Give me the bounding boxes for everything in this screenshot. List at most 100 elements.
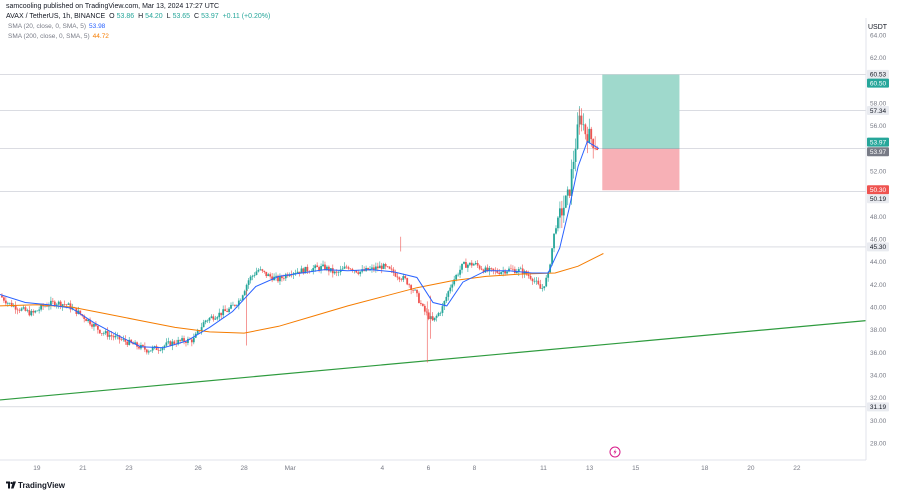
candle-body <box>183 338 185 342</box>
candle-body <box>461 263 463 270</box>
candle-body <box>208 317 211 321</box>
price-tick-label: 64.00 <box>870 33 887 40</box>
candle-body <box>541 288 544 289</box>
candle-body <box>226 311 228 312</box>
candle-body <box>277 275 279 282</box>
candle <box>459 265 461 278</box>
candle-body <box>187 338 189 343</box>
candle <box>451 281 454 292</box>
candle <box>519 266 522 270</box>
candle-body <box>441 306 444 313</box>
candle <box>562 195 565 223</box>
price-tag-bg <box>867 147 889 157</box>
candle <box>492 268 495 275</box>
candle <box>20 307 23 312</box>
candle <box>476 260 479 268</box>
candle <box>96 325 99 334</box>
candle-body <box>63 304 66 305</box>
candle-body <box>568 189 571 196</box>
candle-body <box>265 271 268 277</box>
candle-body <box>443 301 446 307</box>
candle-body <box>118 335 121 340</box>
ohlc-change: +0.11 (+0.20%) <box>222 13 271 20</box>
candle-body <box>96 325 99 330</box>
candle <box>341 266 344 270</box>
candle <box>559 201 561 229</box>
time-tick-label: 22 <box>793 465 801 472</box>
price-tag-label: 60.50 <box>870 80 887 87</box>
candle <box>510 264 512 270</box>
candle-body <box>508 268 510 272</box>
tradingview-logo[interactable]: TradingView <box>6 481 65 490</box>
candle-body <box>16 309 19 311</box>
candle-body <box>547 272 550 278</box>
candles <box>1 106 599 363</box>
candle <box>553 233 555 253</box>
candle-body <box>251 275 254 277</box>
candle <box>588 118 591 144</box>
time-tick-label: 13 <box>586 465 594 472</box>
price-tag-label: 53.97 <box>870 149 887 156</box>
candle <box>500 271 503 276</box>
candle-body <box>433 317 436 321</box>
candle <box>400 278 403 282</box>
candle-body <box>384 264 387 267</box>
candle-body <box>306 266 309 272</box>
symbol-title: AVAX / TetherUS, 1h, BINANCE <box>6 13 106 20</box>
price-tick-label: 40.00 <box>870 305 887 312</box>
candle-body <box>504 270 506 274</box>
candle <box>3 295 5 303</box>
candle-body <box>521 268 524 275</box>
candle-body <box>57 301 60 305</box>
candle <box>57 300 60 309</box>
tv-logo-icon <box>6 481 16 489</box>
price-tag: 50.30 <box>867 185 889 195</box>
symbol-legend[interactable]: AVAX / TetherUS, 1h, BINANCE O 53.86 H 54.… <box>6 13 272 20</box>
candle <box>108 331 111 340</box>
candle-body <box>492 268 495 271</box>
candle <box>449 284 452 294</box>
candle-body <box>34 310 37 313</box>
sma20-line <box>0 140 600 349</box>
candle-body <box>204 320 207 323</box>
time-tick-label: 11 <box>540 465 547 472</box>
indicator-sma200[interactable]: SMA (200, close, 0, SMA, 5) 44.72 <box>8 33 109 40</box>
price-tag-bg <box>867 194 889 204</box>
candle <box>457 272 460 277</box>
candle-body <box>559 208 561 218</box>
candle <box>22 305 25 310</box>
candle-body <box>245 284 248 292</box>
price-tag-label: 57.34 <box>870 108 887 115</box>
candle-body <box>584 124 587 135</box>
price-tick-label: 44.00 <box>870 259 887 266</box>
candle-body <box>347 267 350 269</box>
candle <box>208 317 211 324</box>
candle-body <box>392 269 395 273</box>
candle-body <box>474 263 477 265</box>
candle <box>533 277 536 284</box>
candle <box>151 345 154 353</box>
candle-body <box>67 303 70 305</box>
candle-body <box>44 305 46 307</box>
candle-body <box>40 304 43 310</box>
candle-body <box>200 327 203 332</box>
candle-body <box>506 271 508 274</box>
price-tick-label: 36.00 <box>870 350 887 357</box>
currency-label[interactable]: USDT <box>868 24 888 31</box>
candle-body <box>65 304 68 306</box>
candle <box>555 225 557 235</box>
candle <box>85 318 88 322</box>
indicator-sma20[interactable]: SMA (20, close, 0, SMA, 5) 53.98 <box>8 23 105 30</box>
candle <box>138 343 140 350</box>
candle-body <box>388 266 391 269</box>
candle-body <box>128 339 131 345</box>
long-position-tool <box>602 74 680 191</box>
price-tick-label: 38.00 <box>870 327 887 334</box>
candle <box>472 262 475 266</box>
price-tick-label: 48.00 <box>870 214 887 221</box>
candle-body <box>302 268 305 274</box>
candle <box>316 262 319 268</box>
candle-body <box>112 336 115 338</box>
